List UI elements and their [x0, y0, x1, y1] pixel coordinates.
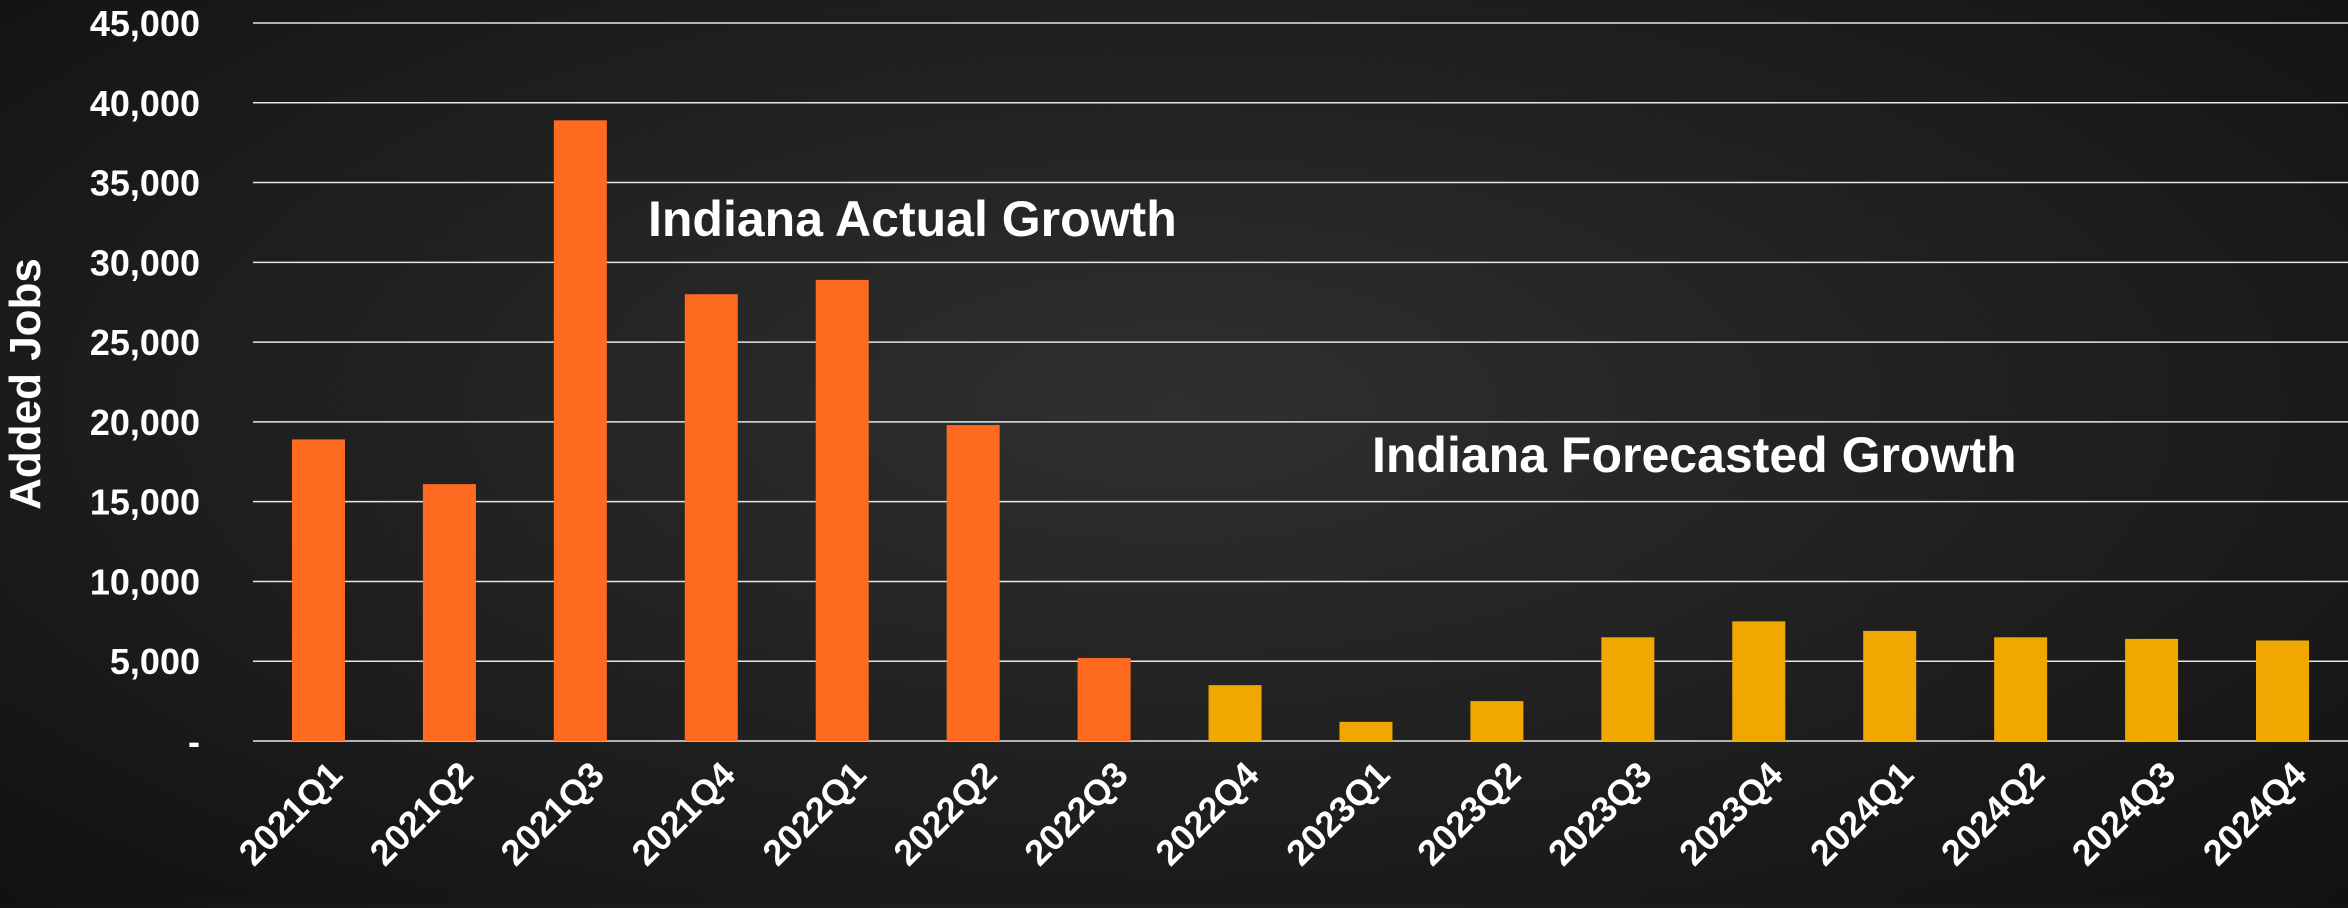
- bar-2024Q4: [2256, 640, 2310, 741]
- bar-2023Q1: [1339, 721, 1393, 741]
- y-tick-label: 35,000: [90, 163, 200, 204]
- y-axis-ticks: - 5,000 10,000 15,000 20,000 25,000 30,000 35,0…: [90, 3, 200, 762]
- bar-2024Q2: [1994, 637, 2048, 741]
- bar-2021Q3: [553, 120, 607, 742]
- x-axis-ticks: 2021Q1 2021Q2 2021Q3 2021Q4 2022Q1 2022Q2 2022…: [231, 754, 2315, 874]
- bar-2021Q2: [422, 484, 476, 741]
- bar-2024Q3: [2125, 638, 2179, 741]
- x-tick-label: 2024Q4: [2195, 754, 2315, 874]
- x-tick-label: 2023Q1: [1278, 754, 1398, 874]
- bar-2023Q2: [1470, 701, 1524, 741]
- x-tick-label: 2024Q3: [2064, 754, 2184, 874]
- y-tick-label: 20,000: [90, 402, 200, 443]
- x-tick-label: 2023Q2: [1409, 754, 1529, 874]
- annotation-actual-growth: Indiana Actual Growth: [648, 191, 1177, 247]
- bar-2024Q1: [1863, 630, 1917, 741]
- y-tick-label: 25,000: [90, 322, 200, 363]
- bar-2022Q3: [1077, 658, 1131, 741]
- x-tick-label: 2023Q4: [1671, 754, 1791, 874]
- x-tick-label: 2021Q2: [361, 754, 481, 874]
- x-tick-label: 2023Q3: [1540, 754, 1660, 874]
- x-tick-label: 2021Q3: [492, 754, 612, 874]
- bar-2022Q4: [1208, 685, 1262, 741]
- y-tick-label: 40,000: [90, 83, 200, 124]
- x-tick-label: 2024Q1: [1802, 754, 1922, 874]
- y-tick-label: 5,000: [110, 641, 200, 682]
- x-tick-label: 2022Q4: [1147, 754, 1267, 874]
- x-tick-label: 2022Q3: [1016, 754, 1136, 874]
- x-tick-label: 2022Q2: [885, 754, 1005, 874]
- y-tick-label: 45,000: [90, 3, 200, 44]
- bar-2021Q1: [291, 439, 345, 741]
- annotation-forecasted-growth: Indiana Forecasted Growth: [1372, 427, 2017, 483]
- x-tick-label: 2024Q2: [1933, 754, 2053, 874]
- bar-2022Q1: [815, 279, 869, 741]
- y-tick-label: -: [188, 721, 200, 762]
- x-tick-label: 2021Q4: [623, 754, 743, 874]
- bar-2023Q4: [1732, 621, 1786, 741]
- y-tick-label: 10,000: [90, 561, 200, 602]
- bars: [291, 120, 2310, 742]
- bar-2022Q2: [946, 425, 1000, 741]
- y-tick-label: 30,000: [90, 242, 200, 283]
- x-tick-label: 2021Q1: [231, 754, 351, 874]
- y-tick-label: 15,000: [90, 482, 200, 523]
- y-axis-label: Added Jobs: [1, 258, 50, 510]
- x-tick-label: 2022Q1: [754, 754, 874, 874]
- bar-2023Q3: [1601, 637, 1655, 741]
- bar-2021Q4: [684, 294, 738, 741]
